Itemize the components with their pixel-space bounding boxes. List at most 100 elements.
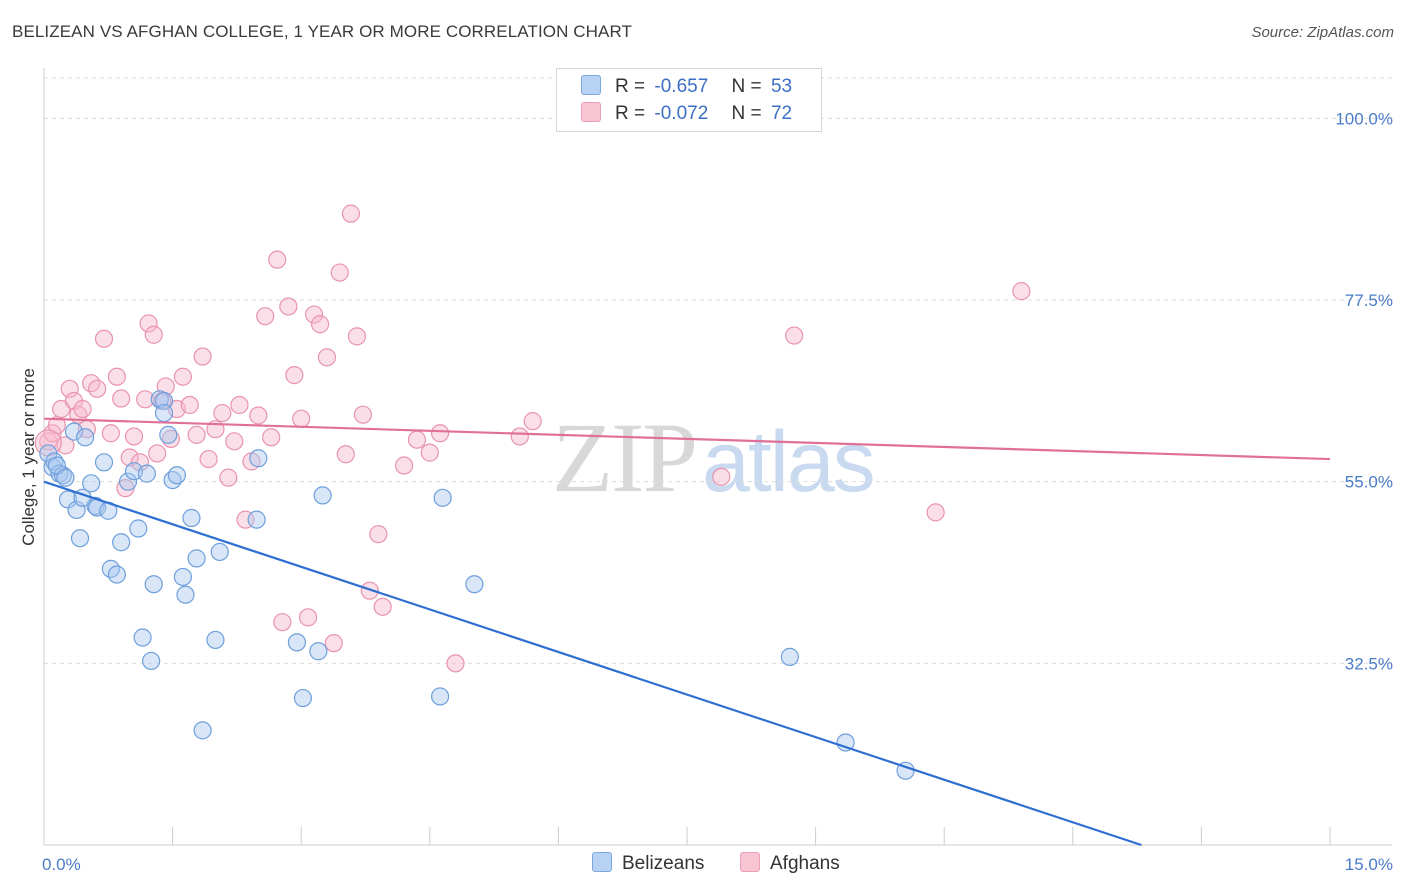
y-tick-label: 55.0% — [1345, 473, 1393, 492]
belizean-point — [182, 508, 201, 528]
afghan-point — [88, 379, 107, 398]
afghan-point — [298, 608, 318, 627]
watermark: ZIPatlas — [552, 400, 876, 515]
afghan-point — [369, 525, 388, 544]
belizean-point — [112, 533, 131, 552]
trend-lines — [43, 417, 1331, 847]
legend-label: Belizeans — [622, 853, 705, 874]
afghan-point — [373, 597, 392, 616]
x-tick-label: 0.0% — [42, 855, 81, 874]
belizean-point — [465, 575, 484, 594]
afghan-point — [180, 395, 199, 415]
afghan-point — [446, 654, 465, 673]
afghan-point — [347, 327, 367, 346]
legend-row-belizeans: R = -0.657 N = 53 — [581, 75, 792, 99]
afghan-swatch — [740, 852, 760, 872]
afghan-point — [60, 379, 79, 398]
belizean-point — [142, 651, 161, 671]
belizean-trend-line — [43, 480, 1142, 847]
afghan-point — [219, 468, 238, 487]
legend-item-belizeans[interactable]: Belizeans — [592, 852, 704, 875]
afghan-point — [112, 389, 131, 408]
belizean-point — [107, 565, 126, 584]
afghan-point — [926, 503, 945, 522]
afghan-point — [279, 297, 298, 316]
belizean-swatch — [592, 852, 612, 872]
belizean-point — [287, 633, 307, 652]
legend-row-afghans: R = -0.072 N = 72 — [581, 102, 792, 126]
axes — [43, 68, 1392, 846]
legend-series: Belizeans Afghans — [0, 852, 1406, 876]
afghan-point — [43, 424, 62, 443]
afghan-point — [148, 444, 167, 463]
n-value: 53 — [770, 76, 793, 97]
r-label: R = — [615, 103, 646, 124]
n-label: N = — [731, 103, 762, 124]
afghan-point — [712, 467, 731, 486]
afghan-point — [230, 395, 249, 415]
afghan-point — [324, 634, 343, 653]
afghan-point — [213, 403, 232, 423]
afghan-point — [292, 409, 311, 428]
afghan-point — [107, 367, 126, 386]
afghan-point — [120, 448, 139, 467]
belizean-point — [137, 464, 156, 483]
tick-labels: 32.5% 55.0% 77.5% 100.0% 0.0% 15.0% College, 1… — [19, 109, 1393, 874]
afghan-point — [336, 445, 355, 464]
afghan-point — [317, 348, 337, 367]
r-value: -0.657 — [654, 76, 709, 97]
legend-label: Afghans — [770, 853, 840, 874]
belizean-point — [94, 453, 114, 472]
y-tick-label: 77.5% — [1345, 291, 1393, 310]
afghan-point — [420, 443, 439, 462]
belizean-point — [53, 466, 72, 485]
afghan-point — [73, 399, 92, 419]
afghan-point — [285, 366, 304, 385]
belizean-point — [56, 468, 75, 487]
belizean-point — [173, 567, 192, 587]
afghan-point — [353, 405, 373, 424]
belizean-point — [247, 510, 266, 529]
belizean-point — [64, 422, 84, 441]
afghan-point — [52, 399, 71, 419]
n-value: 72 — [770, 103, 793, 124]
belizean-point — [118, 472, 138, 491]
r-value: -0.072 — [654, 103, 709, 124]
belizean-point — [309, 642, 328, 661]
belizean-point — [780, 647, 799, 666]
watermark-zip: ZIP — [552, 402, 698, 513]
y-axis-title: College, 1 year or more — [19, 368, 38, 546]
belizean-point — [129, 519, 148, 538]
afghan-point — [193, 347, 212, 366]
belizean-point — [187, 549, 206, 568]
chart-title: BELIZEAN VS AFGHAN COLLEGE, 1 YEAR OR MO… — [12, 22, 633, 41]
belizean-point — [70, 529, 90, 548]
afghan-point — [330, 263, 349, 282]
afghan-point — [130, 453, 150, 472]
afghan-point — [139, 314, 158, 333]
belizean-point — [210, 542, 229, 562]
grid-lines — [44, 77, 1392, 664]
afghan-point — [124, 427, 144, 446]
belizean-point — [193, 721, 212, 740]
afghan-point — [225, 432, 244, 451]
belizean-point — [76, 428, 95, 447]
belizean-points — [39, 390, 915, 780]
afghan-point — [249, 406, 268, 425]
afghan-point — [407, 430, 427, 449]
y-tick-label: 100.0% — [1335, 109, 1393, 128]
n-label: N = — [731, 76, 762, 97]
afghan-point — [394, 456, 414, 475]
belizean-point — [433, 488, 452, 507]
belizean-point — [154, 403, 174, 423]
source-label: Source: ZipAtlas.com — [1251, 24, 1394, 41]
afghan-point — [430, 424, 450, 443]
afghan-point — [310, 315, 330, 334]
afghan-point — [341, 204, 361, 223]
belizean-point — [82, 474, 101, 493]
legend-item-afghans[interactable]: Afghans — [740, 852, 840, 875]
legend-stats: R = -0.657 N = 53 R = -0.072 N = 72 — [556, 68, 822, 132]
watermark-atlas: atlas — [702, 414, 876, 510]
belizean-point — [206, 630, 225, 650]
